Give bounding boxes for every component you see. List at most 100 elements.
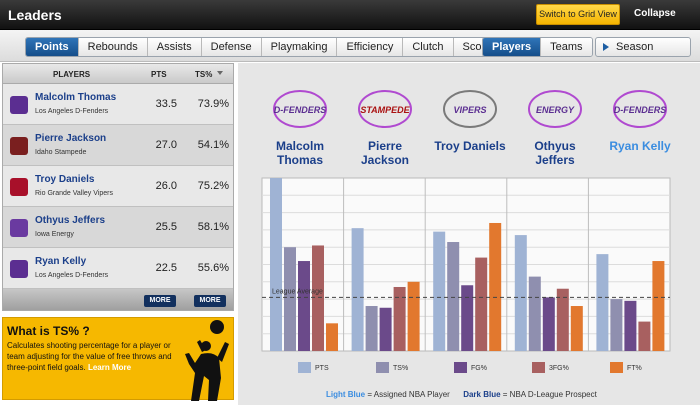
table-row[interactable]: Pierre Jackson Idaho Stampede 27.0 54.1% — [3, 125, 233, 166]
bar-pts[interactable] — [596, 254, 609, 351]
bar-3fgpct[interactable] — [638, 321, 651, 351]
name-line-1: Troy Daniels — [434, 139, 506, 153]
svg-text:D-FENDERS: D-FENDERS — [274, 105, 327, 115]
table-header: PLAYERS PTS TS% — [3, 64, 233, 84]
bar-tspct[interactable] — [610, 299, 623, 351]
player-pts: 22.5 — [155, 262, 177, 274]
team-player-name[interactable]: Othyus Jeffers — [510, 139, 600, 167]
team-player-name[interactable]: Pierre Jackson — [340, 139, 430, 167]
player-name[interactable]: Pierre Jackson — [35, 133, 107, 144]
player-pts: 27.0 — [155, 139, 177, 151]
bar-pts[interactable] — [270, 178, 282, 351]
bar-tspct[interactable] — [284, 247, 296, 351]
legend-swatch — [610, 362, 623, 373]
bar-fgpct[interactable] — [542, 297, 555, 351]
bar-ftpct[interactable] — [570, 306, 583, 351]
learn-more-link[interactable]: Learn More — [87, 363, 132, 372]
legend-label: FG% — [471, 365, 487, 372]
col-players[interactable]: PLAYERS — [53, 70, 91, 79]
legend-label: TS% — [393, 365, 409, 372]
switch-grid-view-button[interactable]: Switch to Grid View — [536, 4, 620, 25]
bar-fgpct[interactable] — [624, 300, 637, 351]
sort-desc-icon — [217, 71, 223, 75]
name-line-1: Othyus — [534, 139, 576, 153]
col-pts[interactable]: PTS — [151, 70, 167, 79]
team-logo-icon — [10, 137, 28, 155]
tab-efficiency[interactable]: Efficiency — [337, 38, 404, 56]
bar-3fgpct[interactable] — [475, 257, 488, 351]
bar-fgpct[interactable] — [298, 261, 310, 351]
bar-ftpct[interactable] — [652, 261, 665, 351]
promo-text: Calculates shooting percentage for a pla… — [7, 341, 172, 372]
team-player-name[interactable]: Malcolm Thomas — [255, 139, 345, 167]
svg-text:VIPERS: VIPERS — [453, 105, 486, 115]
team-logo-icon: D-FENDERS — [265, 83, 335, 135]
bar-pts[interactable] — [351, 228, 364, 351]
bar-3fgpct[interactable] — [312, 245, 324, 351]
promo-heading: What is TS% ? — [7, 324, 90, 338]
name-line-2: Thomas — [276, 153, 323, 167]
bar-pts[interactable] — [514, 235, 527, 351]
tab-rebounds[interactable]: Rebounds — [78, 38, 148, 56]
table-row[interactable]: Malcolm Thomas Los Angeles D-Fenders 33.5 7… — [3, 84, 233, 125]
bar-3fgpct[interactable] — [393, 286, 406, 351]
team-logo-icon: ENERGY — [520, 83, 590, 135]
bar-tspct[interactable] — [365, 306, 378, 351]
bar-fgpct[interactable] — [461, 285, 474, 351]
team-logo-icon — [10, 96, 28, 114]
name-line-2: Jeffers — [535, 153, 575, 167]
player-name[interactable]: Ryan Kelly — [35, 256, 87, 267]
view-tabs: Players Teams — [482, 37, 593, 57]
name-line-2: Jackson — [360, 153, 410, 167]
team-player-name[interactable]: Ryan Kelly — [595, 139, 685, 153]
more-ts-button[interactable]: MORE — [194, 295, 226, 307]
team-player-name[interactable]: Troy Daniels — [425, 139, 515, 153]
collapse-button[interactable]: Collapse — [634, 8, 676, 19]
table-footer: MORE MORE — [3, 289, 233, 310]
team-logo-icon — [10, 178, 28, 196]
tab-players[interactable]: Players — [483, 38, 542, 56]
season-dropdown[interactable]: Season — [595, 37, 691, 57]
top-bar: Leaders Switch to Grid View Collapse — [0, 0, 700, 30]
player-pts: 33.5 — [155, 98, 177, 110]
more-pts-button[interactable]: MORE — [144, 295, 176, 307]
player-name[interactable]: Othyus Jeffers — [35, 215, 106, 226]
dark-blue-text: = NBA D-League Prospect — [502, 390, 597, 399]
bar-fgpct[interactable] — [379, 307, 392, 351]
legend-item: TS% — [376, 362, 409, 373]
name-line-1: Malcolm — [275, 139, 324, 153]
player-name[interactable]: Troy Daniels — [35, 174, 95, 185]
col-ts[interactable]: TS% — [195, 70, 213, 79]
page-title: Leaders — [8, 7, 62, 23]
name-line-1: Ryan Kelly — [609, 139, 671, 153]
tab-points[interactable]: Points — [26, 38, 79, 56]
tab-assists[interactable]: Assists — [147, 38, 202, 56]
table-row[interactable]: Ryan Kelly Los Angeles D-Fenders 22.5 55.6% — [3, 248, 233, 289]
legend-item: PTS — [298, 362, 329, 373]
bar-ftpct[interactable] — [407, 281, 420, 351]
tab-playmaking[interactable]: Playmaking — [261, 38, 338, 56]
player-name[interactable]: Malcolm Thomas — [35, 92, 117, 103]
tab-teams[interactable]: Teams — [541, 38, 592, 56]
team-logo-icon — [10, 219, 28, 237]
player-pts: 25.5 — [155, 221, 177, 233]
player-ts: 73.9% — [197, 98, 229, 110]
bar-pts[interactable] — [433, 231, 446, 351]
legend-item: FG% — [454, 362, 487, 373]
bar-ftpct[interactable] — [489, 222, 502, 351]
table-row[interactable]: Troy Daniels Rio Grande Valley Vipers 26.0… — [3, 166, 233, 207]
bar-3fgpct[interactable] — [556, 288, 569, 351]
player-team: Los Angeles D-Fenders — [35, 272, 109, 279]
table-row[interactable]: Othyus Jeffers Iowa Energy 25.5 58.1% — [3, 207, 233, 248]
light-blue-key: Light Blue — [326, 390, 366, 399]
legend-label: 3FG% — [549, 365, 569, 372]
comparison-bar-chart: League Average — [261, 177, 671, 352]
tab-defense[interactable]: Defense — [201, 38, 262, 56]
bar-tspct[interactable] — [528, 276, 541, 351]
bar-ftpct[interactable] — [326, 323, 338, 351]
tab-clutch[interactable]: Clutch — [403, 38, 454, 56]
player-ts: 58.1% — [197, 221, 229, 233]
bar-tspct[interactable] — [447, 242, 460, 351]
team-logo-icon: STAMPEDE — [350, 83, 420, 135]
legend-label: FT% — [627, 365, 642, 372]
